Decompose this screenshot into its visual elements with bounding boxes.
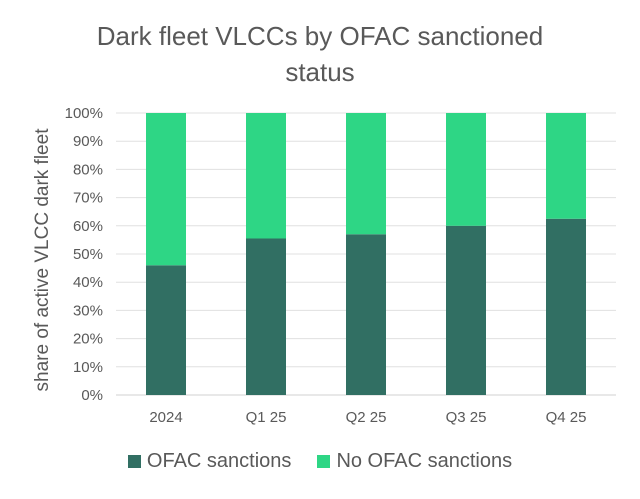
chart-title-line-2: status — [285, 57, 355, 87]
y-tick-labels: 0% 10% 20% 30% 40% 50% 60% 70% 80% 90% 100% — [65, 105, 103, 404]
legend: OFAC sanctions No OFAC sanctions — [0, 450, 640, 473]
x-tick-label: Q1 25 — [246, 409, 287, 426]
x-tick-labels: 2024 Q1 25 Q2 25 Q3 25 Q4 25 — [149, 409, 586, 426]
y-tick-label: 30% — [73, 302, 103, 319]
y-tick-label: 50% — [73, 246, 103, 263]
bar-no-ofac-sanctions — [346, 113, 386, 235]
bar-no-ofac-sanctions — [246, 113, 286, 239]
y-tick-label: 60% — [73, 218, 103, 235]
y-tick-label: 40% — [73, 274, 103, 291]
chart-title-line-1: Dark fleet VLCCs by OFAC sanctioned — [96, 21, 544, 51]
bar-ofac-sanctions — [346, 234, 386, 395]
x-tick-label: Q3 25 — [446, 409, 487, 426]
y-tick-label: 80% — [73, 161, 103, 178]
bars — [146, 113, 586, 395]
bar-ofac-sanctions — [246, 238, 286, 395]
x-tick-label: 2024 — [149, 409, 182, 426]
bar-no-ofac-sanctions — [546, 113, 586, 219]
y-tick-label: 90% — [73, 133, 103, 150]
x-tick-label: Q4 25 — [546, 409, 587, 426]
y-tick-label: 10% — [73, 359, 103, 376]
y-tick-label: 20% — [73, 331, 103, 348]
bar-no-ofac-sanctions — [146, 113, 186, 266]
chart-title: Dark fleet VLCCs by OFAC sanctioned stat… — [0, 18, 640, 90]
bar-ofac-sanctions — [546, 218, 586, 395]
legend-item-no-ofac: No OFAC sanctions — [317, 450, 512, 473]
x-tick-label: Q2 25 — [346, 409, 387, 426]
bar-no-ofac-sanctions — [446, 113, 486, 226]
legend-label-ofac: OFAC sanctions — [146, 450, 292, 472]
legend-label-no-ofac: No OFAC sanctions — [336, 450, 513, 472]
chart-plot: 0% 10% 20% 30% 40% 50% 60% 70% 80% 90% 100% 2024 Q1… — [32, 105, 616, 426]
legend-item-ofac: OFAC sanctions — [127, 450, 292, 473]
y-tick-label: 70% — [73, 190, 103, 207]
y-axis-label: share of active VLCC dark fleet — [32, 128, 53, 392]
legend-swatch-no-ofac — [317, 455, 331, 468]
bar-ofac-sanctions — [446, 225, 486, 395]
legend-swatch-ofac — [127, 455, 141, 468]
bar-ofac-sanctions — [146, 265, 186, 395]
y-tick-label: 100% — [65, 105, 103, 122]
y-tick-label: 0% — [81, 387, 103, 404]
